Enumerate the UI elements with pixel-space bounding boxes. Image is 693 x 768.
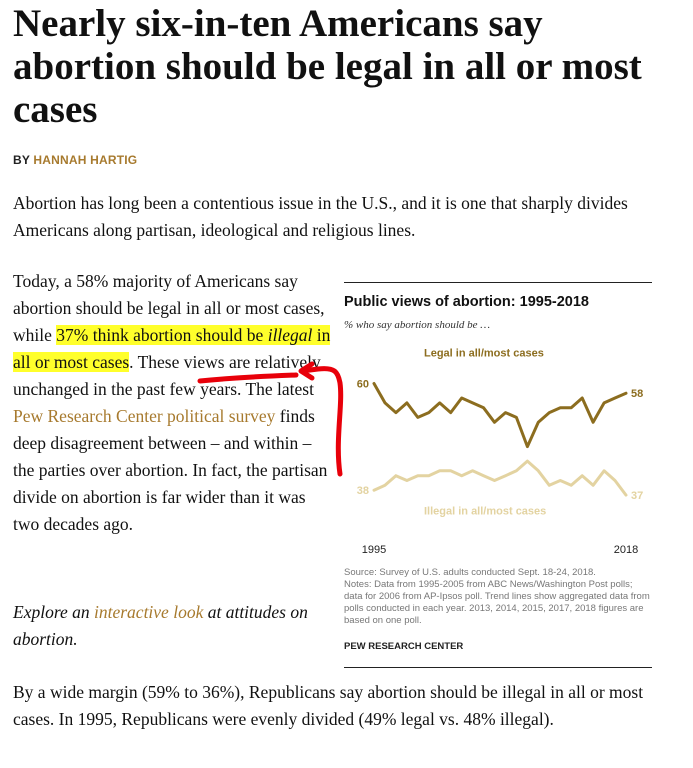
chart-title: Public views of abortion: 1995-2018 — [344, 294, 589, 310]
highlight-text-b: in all or most cases — [13, 325, 331, 372]
interactive-look-link[interactable]: interactive look — [94, 602, 204, 622]
byline-prefix: BY — [13, 153, 34, 167]
start-label-illegal: 38 — [357, 485, 369, 497]
end-label-legal: 58 — [631, 388, 643, 400]
byline-author-link[interactable]: HANNAH HARTIG — [33, 153, 138, 167]
article-headline: Nearly six-in-ten Americans say abortion… — [13, 2, 642, 131]
chart-brand: PEW RESEARCH CENTER — [344, 641, 464, 652]
abortion-views-chart: Public views of abortion: 1995-2018 % wh… — [344, 282, 652, 670]
body-text-2: . These views are relatively unchanged i… — [13, 352, 321, 399]
body-text-3: finds deep disagreement between – and wi… — [13, 406, 328, 534]
body-text-1: Today, a 58% majority of Americans say a… — [13, 271, 325, 345]
series-line-legal — [372, 382, 628, 449]
chart-notes: Notes: Data from 1995-2005 from ABC News… — [344, 579, 650, 626]
body-paragraph: Today, a 58% majority of Americans say a… — [13, 268, 331, 538]
end-label-illegal: 37 — [631, 490, 643, 502]
start-label-legal: 60 — [357, 379, 369, 391]
chart-subtitle: % who say abortion should be … — [344, 319, 491, 331]
chart-top-rule — [344, 282, 652, 283]
chart-bottom-rule — [344, 667, 652, 668]
highlight-text-a: 37% think abortion should be — [56, 325, 268, 345]
highlight-text-illegal: illegal — [267, 325, 313, 345]
chart-source-notes: Source: Survey of U.S. adults conducted … — [344, 567, 652, 627]
series-label-legal: Legal in all/most cases — [424, 347, 544, 359]
political-survey-link[interactable]: Pew Research Center political survey — [13, 406, 276, 426]
line-chart-svg: 60 58 38 37 Legal in all/most cases Illegal i… — [357, 347, 644, 556]
series-label-illegal: Illegal in all/most cases — [424, 505, 546, 517]
explore-suffix: at attitudes on abortion. — [13, 602, 308, 649]
x-tick-label-last: 2018 — [614, 544, 638, 556]
x-tick-label-first: 1995 — [362, 544, 386, 556]
chart-source: Source: Survey of U.S. adults conducted … — [344, 567, 596, 578]
closing-paragraph: By a wide margin (59% to 36%), Republica… — [13, 682, 644, 729]
explore-paragraph: Explore an interactive look at attitudes… — [13, 599, 333, 653]
series-line-illegal — [372, 459, 628, 497]
byline: BY HANNAH HARTIG — [13, 153, 137, 167]
explore-prefix: Explore an — [13, 602, 94, 622]
intro-paragraph: Abortion has long been a contentious iss… — [13, 193, 628, 240]
